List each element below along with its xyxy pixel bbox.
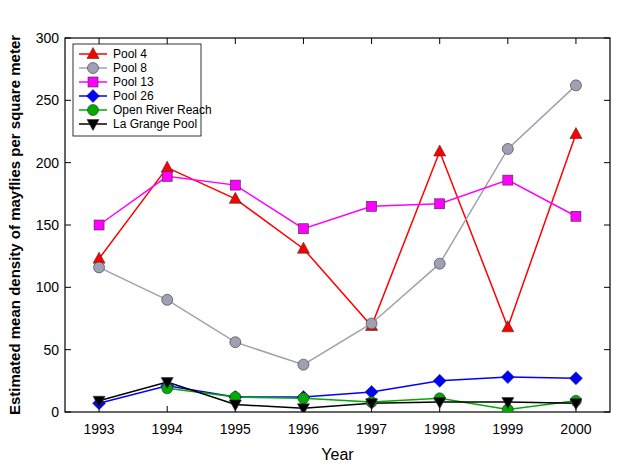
data-point xyxy=(435,199,445,209)
series-line xyxy=(99,85,576,364)
y-tick xyxy=(65,162,71,163)
plot-data xyxy=(93,80,583,412)
data-point xyxy=(570,127,582,138)
legend-swatch xyxy=(87,48,99,59)
data-point xyxy=(230,337,241,348)
data-point xyxy=(433,374,446,387)
data-point xyxy=(297,404,309,412)
legend-swatch xyxy=(88,77,98,87)
x-tick xyxy=(167,38,168,44)
legend-label: Pool 13 xyxy=(113,75,154,89)
data-point xyxy=(94,262,105,273)
x-tick xyxy=(507,38,508,44)
data-point xyxy=(570,399,582,410)
data-point xyxy=(434,145,446,156)
data-point xyxy=(502,321,514,332)
legend-box xyxy=(73,44,201,136)
x-tick-label: 1994 xyxy=(152,421,183,437)
data-point xyxy=(571,211,581,221)
y-axis-label: Estimated mean density of mayflies per s… xyxy=(6,35,23,415)
x-tick xyxy=(303,38,304,44)
y-tick xyxy=(65,100,71,101)
y-tick-label: 0 xyxy=(51,404,59,420)
x-tick xyxy=(439,38,440,44)
y-tick xyxy=(65,287,71,288)
x-tick-label: 1998 xyxy=(424,421,455,437)
x-axis-label: Year xyxy=(321,446,354,463)
legend-swatch xyxy=(87,120,99,131)
y-tick xyxy=(65,349,71,350)
legend: Pool 4Pool 8Pool 13Pool 26Open River Rea… xyxy=(73,44,212,136)
data-point xyxy=(570,80,581,91)
data-point xyxy=(297,242,309,253)
y-tick xyxy=(604,225,610,226)
plot-frame xyxy=(65,38,610,412)
data-point xyxy=(503,175,513,185)
data-point xyxy=(229,400,241,411)
data-point xyxy=(161,378,173,389)
data-point xyxy=(229,192,241,203)
data-point xyxy=(367,201,377,211)
legend-swatch xyxy=(88,63,99,74)
legend-swatch xyxy=(88,105,99,116)
y-tick-label: 250 xyxy=(36,92,60,108)
legend-label: Pool 26 xyxy=(113,89,154,103)
data-point xyxy=(298,393,309,404)
data-point xyxy=(569,372,582,385)
data-point xyxy=(162,294,173,305)
data-point xyxy=(502,143,513,154)
x-tick-label: 1999 xyxy=(492,421,523,437)
data-point xyxy=(93,252,105,263)
legend-swatch xyxy=(87,90,100,103)
y-tick xyxy=(604,412,610,413)
data-point xyxy=(298,359,309,370)
x-tick-label: 1996 xyxy=(288,421,319,437)
series-line xyxy=(99,134,576,327)
y-tick xyxy=(604,349,610,350)
data-point xyxy=(501,371,514,384)
data-point xyxy=(434,258,445,269)
series-line xyxy=(99,382,576,408)
x-tick xyxy=(167,406,168,412)
data-point xyxy=(230,180,240,190)
chart: 0 50 100 150 200 250 300 1993 1994 1995 1996 1997 19… xyxy=(0,0,640,470)
x-tick-label: 1997 xyxy=(356,421,387,437)
x-tick xyxy=(371,38,372,44)
x-tick xyxy=(575,38,576,44)
data-point xyxy=(502,398,514,409)
y-tick-label: 50 xyxy=(43,342,59,358)
y-tick-label: 200 xyxy=(36,155,60,171)
y-tick xyxy=(604,38,610,39)
legend-label: Pool 8 xyxy=(113,61,147,75)
legend-label: La Grange Pool xyxy=(113,117,197,131)
data-point xyxy=(434,398,446,409)
y-tick xyxy=(65,38,71,39)
data-point xyxy=(366,399,378,410)
y-tick-label: 300 xyxy=(36,30,60,46)
data-point xyxy=(161,161,173,172)
legend-label: Pool 4 xyxy=(113,47,147,61)
x-tick xyxy=(99,38,100,44)
chart-container: 0 50 100 150 200 250 300 1993 1994 1995 1996 1997 19… xyxy=(0,0,640,470)
y-tick-label: 150 xyxy=(36,217,60,233)
y-tick xyxy=(65,412,71,413)
legend-label: Open River Reach xyxy=(113,103,212,117)
y-tick xyxy=(604,100,610,101)
y-tick-label: 100 xyxy=(36,279,60,295)
y-tick xyxy=(65,225,71,226)
x-tick-label: 2000 xyxy=(560,421,591,437)
y-tick xyxy=(604,287,610,288)
data-point xyxy=(298,224,308,234)
y-tick xyxy=(604,162,610,163)
data-point xyxy=(297,391,310,404)
data-point xyxy=(93,396,105,407)
x-tick xyxy=(235,38,236,44)
x-tick-label: 1993 xyxy=(83,421,114,437)
data-point xyxy=(93,397,106,410)
data-point xyxy=(162,171,172,181)
data-point xyxy=(366,318,377,329)
x-tick-label: 1995 xyxy=(220,421,251,437)
data-point xyxy=(94,220,104,230)
